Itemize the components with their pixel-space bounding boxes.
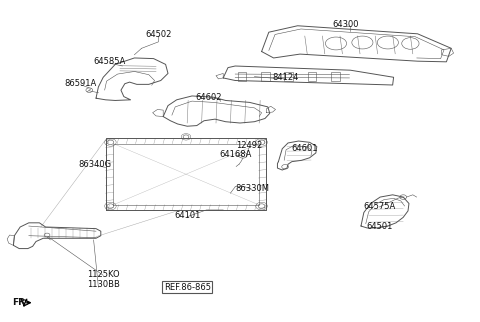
Text: 12492: 12492 bbox=[237, 141, 263, 150]
Text: 64585A: 64585A bbox=[93, 57, 126, 66]
Text: 64501: 64501 bbox=[366, 222, 392, 231]
Text: 64601: 64601 bbox=[291, 144, 318, 153]
Text: 64101: 64101 bbox=[174, 211, 200, 220]
Text: 64575A: 64575A bbox=[363, 202, 396, 211]
Text: 84124: 84124 bbox=[273, 73, 299, 82]
Text: 1125KO: 1125KO bbox=[87, 270, 120, 279]
Text: 64602: 64602 bbox=[195, 93, 222, 102]
Text: 1130BB: 1130BB bbox=[87, 279, 120, 289]
Text: REF.86-865: REF.86-865 bbox=[164, 283, 211, 292]
Text: 64168A: 64168A bbox=[219, 150, 252, 159]
Text: FR.: FR. bbox=[12, 298, 28, 307]
Text: 86330M: 86330M bbox=[235, 184, 269, 193]
Text: 86591A: 86591A bbox=[64, 79, 97, 88]
Text: 64502: 64502 bbox=[145, 30, 171, 39]
Text: 64300: 64300 bbox=[332, 20, 359, 29]
Text: 86340G: 86340G bbox=[78, 160, 112, 169]
